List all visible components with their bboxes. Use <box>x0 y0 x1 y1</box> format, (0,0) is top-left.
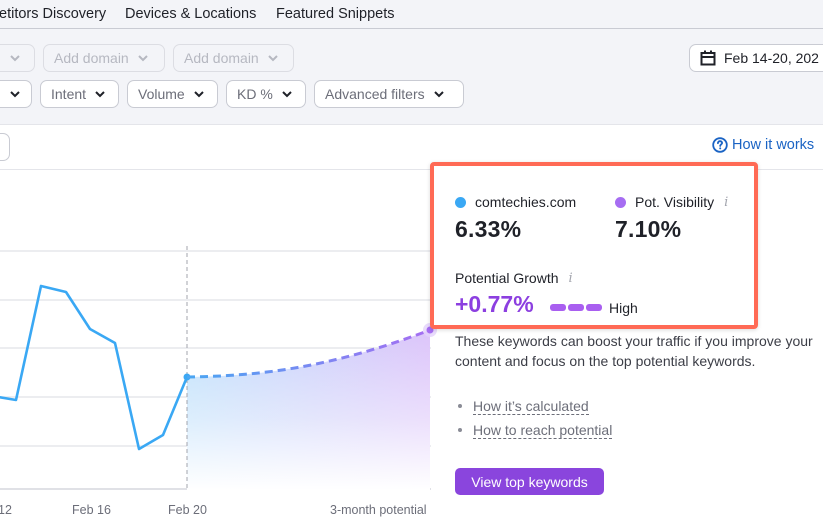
info-icon[interactable]: i <box>724 194 729 210</box>
intent-filter-dropdown[interactable]: Intent <box>40 80 119 108</box>
how-it-works-link[interactable]: How it works <box>712 137 814 153</box>
x-tick-label: 3-month potential <box>330 503 427 517</box>
how-to-reach-potential-link[interactable]: How to reach potential <box>473 421 613 439</box>
chevron-down-icon <box>138 55 148 62</box>
bullet-icon <box>458 428 462 432</box>
calendar-icon <box>700 50 716 66</box>
chevron-down-icon <box>282 91 292 98</box>
chevron-down-icon <box>10 91 20 98</box>
x-tick-label: Feb 16 <box>72 503 111 517</box>
tab-competitors-discovery[interactable]: etitors Discovery <box>0 6 107 22</box>
site-visibility-value: 6.33% <box>455 216 522 242</box>
filters-panel: Add domain Add domain Feb 14-20, 202 Int… <box>0 29 823 125</box>
growth-level-bars <box>550 304 602 311</box>
advanced-filters-label: Advanced filters <box>325 86 425 102</box>
tab-featured-snippets[interactable]: Featured Snippets <box>276 6 395 22</box>
domain-dropdown-1[interactable] <box>0 44 35 72</box>
add-domain-dropdown-2[interactable]: Add domain <box>43 44 165 72</box>
growth-heading: Potential Growth i <box>455 270 573 286</box>
growth-value: +0.77% <box>455 291 534 317</box>
kd-filter-dropdown[interactable]: KD % <box>226 80 306 108</box>
site-name: comtechies.com <box>475 194 577 210</box>
visibility-chart: 12 Feb 16 Feb 20 3-month potential <box>0 170 440 531</box>
advanced-filters-dropdown[interactable]: Advanced filters <box>314 80 464 108</box>
list-item: How it’s calculated <box>455 394 612 418</box>
volume-filter-label: Volume <box>138 86 185 102</box>
add-domain-label: Add domain <box>54 50 129 66</box>
site-color-dot <box>455 196 466 208</box>
date-range-picker[interactable]: Feb 14-20, 202 <box>689 44 823 72</box>
highlighted-metrics-card: comtechies.com 6.33% Pot. Visibility i 7… <box>430 162 758 329</box>
list-item: How to reach potential <box>455 418 613 442</box>
report-tab-bar: etitors Discovery Devices & Locations Fe… <box>0 0 823 29</box>
how-it-works-label: How it works <box>732 137 815 153</box>
chevron-down-icon <box>193 91 204 98</box>
potential-description: These keywords can boost your traffic if… <box>455 333 813 369</box>
chevron-down-icon <box>10 55 20 62</box>
help-circle-icon <box>712 137 728 153</box>
info-icon[interactable]: i <box>568 270 573 286</box>
kd-filter-label: KD % <box>237 86 273 102</box>
site-legend: comtechies.com <box>455 194 576 210</box>
tab-devices-locations[interactable]: Devices & Locations <box>125 6 257 22</box>
chevron-down-icon <box>268 55 278 62</box>
growth-level-label: High <box>609 300 638 316</box>
add-domain-dropdown-3[interactable]: Add domain <box>173 44 294 72</box>
chart-canvas <box>0 246 437 490</box>
how-calculated-link[interactable]: How it’s calculated <box>473 397 589 415</box>
intent-filter-label: Intent <box>51 86 87 102</box>
add-domain-label: Add domain <box>184 50 259 66</box>
help-links-list: How it’s calculated How to reach potenti… <box>455 394 613 442</box>
toolbar-button-partial[interactable] <box>0 133 10 161</box>
potential-visibility-value: 7.10% <box>615 216 682 242</box>
potential-label: Pot. Visibility <box>635 194 715 210</box>
filter-dropdown-partial[interactable] <box>0 80 32 108</box>
growth-label: Potential Growth <box>455 270 559 286</box>
bullet-icon <box>458 404 462 408</box>
series-comtechies-line <box>0 284 189 451</box>
chevron-down-icon <box>433 91 444 98</box>
x-tick-label: 12 <box>0 503 12 517</box>
date-range-label: Feb 14-20, 202 <box>724 50 819 66</box>
view-top-keywords-button[interactable]: View top keywords <box>455 468 604 495</box>
potential-legend: Pot. Visibility i <box>615 194 728 210</box>
potential-color-dot <box>615 196 626 208</box>
x-tick-label: Feb 20 <box>168 503 207 517</box>
volume-filter-dropdown[interactable]: Volume <box>127 80 218 108</box>
series-potential-line <box>186 328 431 379</box>
chevron-down-icon <box>95 91 105 98</box>
